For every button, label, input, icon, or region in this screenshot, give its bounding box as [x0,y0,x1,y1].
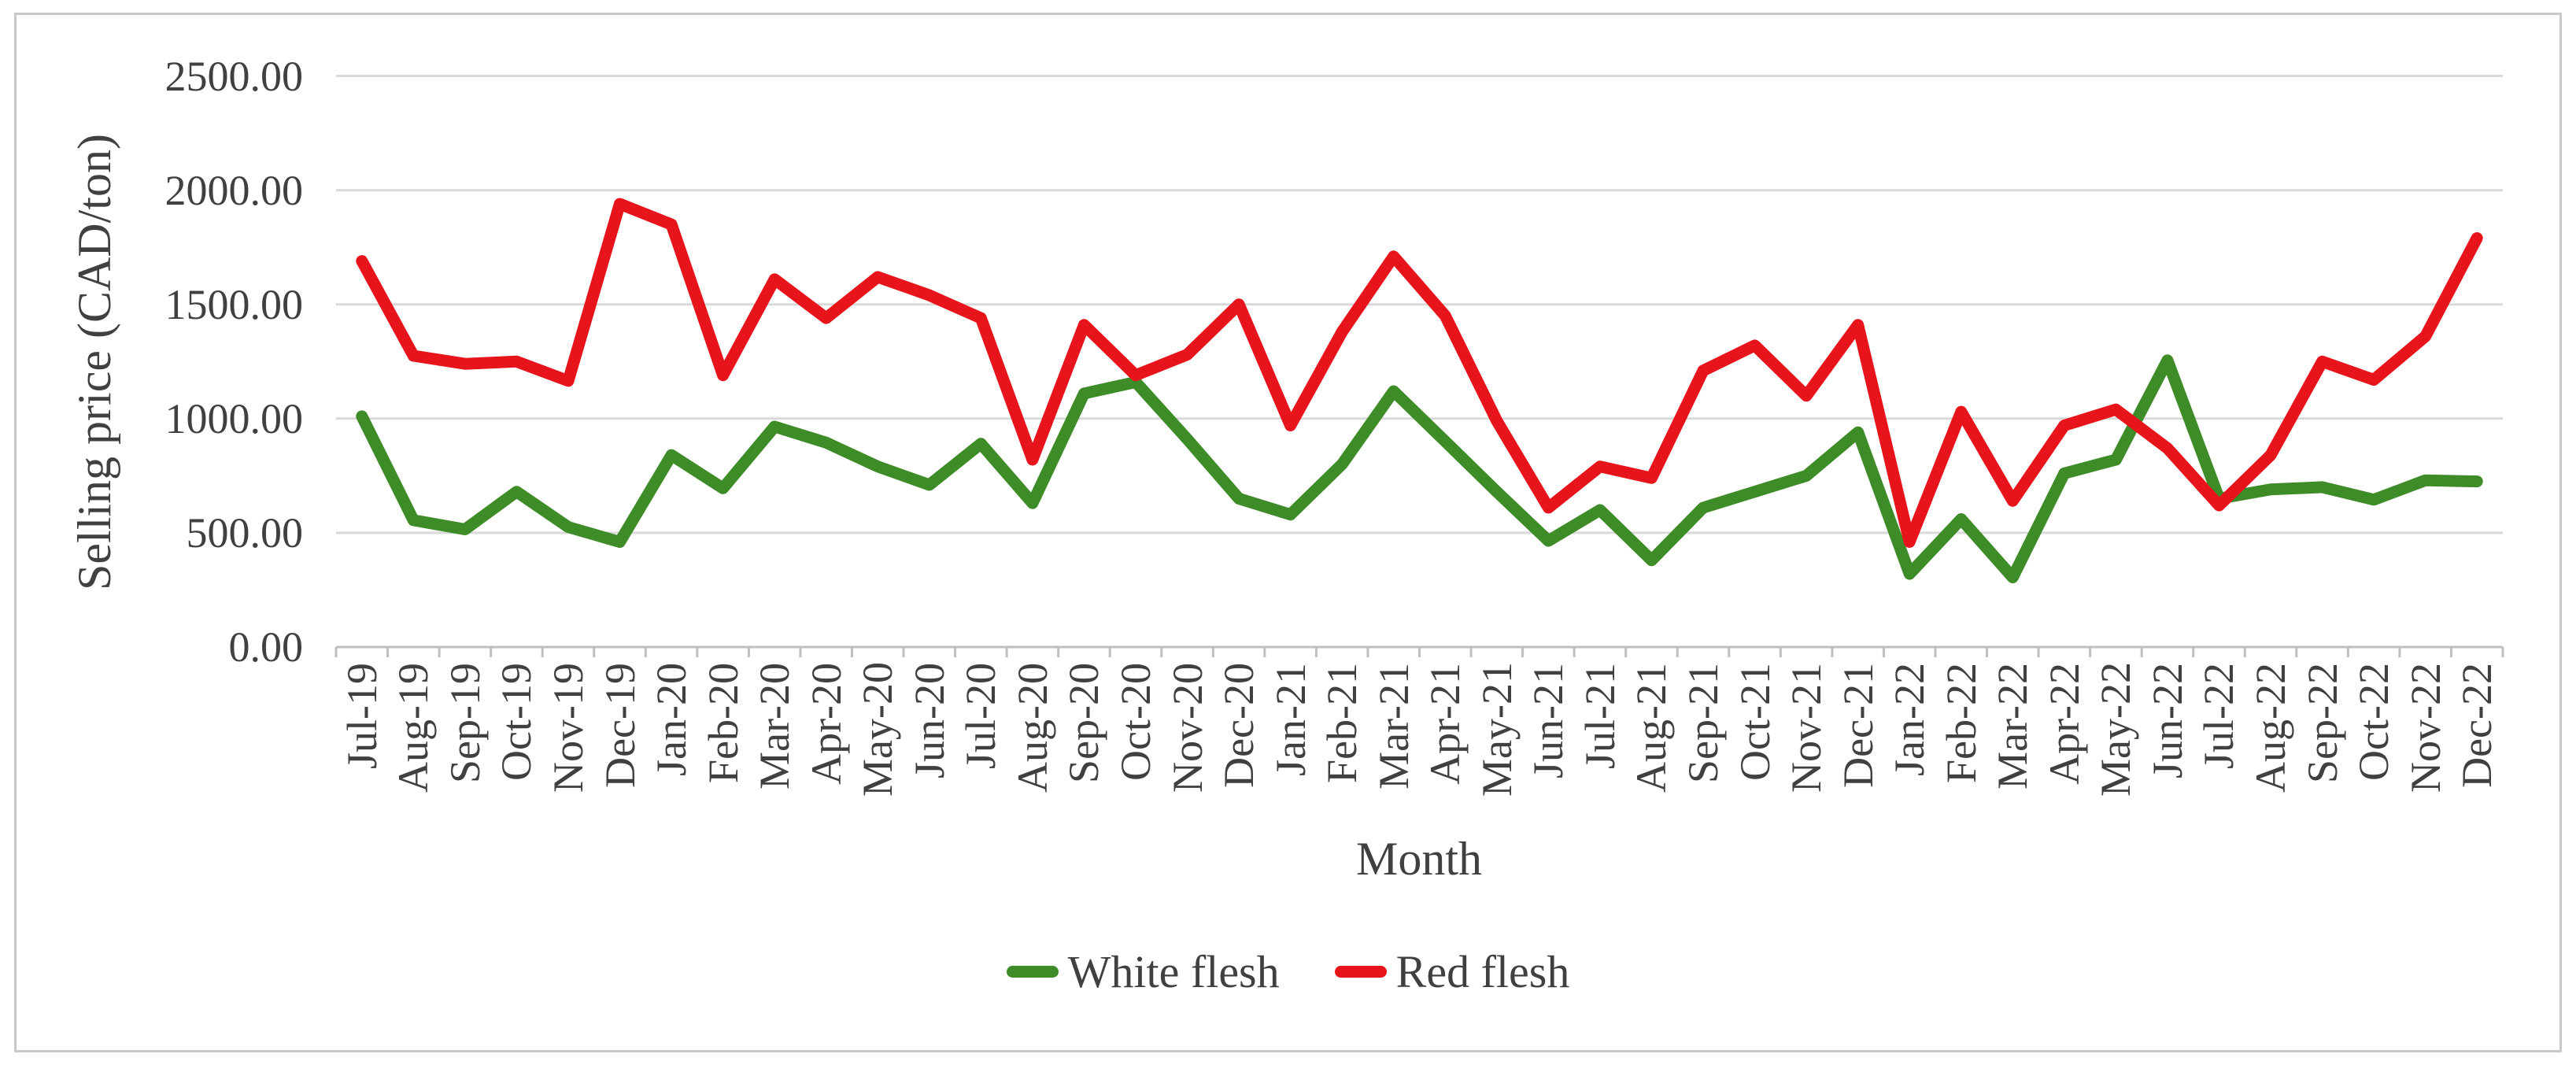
x-tick-label: Feb-21 [1318,663,1366,783]
y-tick-label: 0.00 [228,623,304,671]
legend-item-red-flesh: Red flesh [1334,945,1570,998]
x-tick-label: Jan-20 [648,663,696,776]
legend-label: Red flesh [1395,945,1570,997]
x-tick-label: Jun-22 [2143,663,2191,778]
y-tick-label: 1000.00 [164,394,304,442]
legend: White flesh Red flesh [17,938,2559,1004]
legend-item-white-flesh: White flesh [1006,945,1280,998]
x-tick-label: Oct-20 [1111,663,1159,781]
x-tick-label: Jun-21 [1525,663,1573,778]
x-tick-label: Aug-19 [390,663,438,793]
x-tick-label: Jan-22 [1886,663,1934,776]
x-tick-label: Jul-21 [1576,663,1624,769]
x-tick-label: Sep-21 [1680,663,1727,783]
series-line-white-flesh [356,354,2483,583]
x-tick-label: Jul-22 [2195,663,2243,769]
x-tick-label: Nov-19 [544,663,592,793]
x-tick-label: Dec-19 [596,663,644,788]
x-tick-label: Mar-20 [751,663,799,790]
x-tick-label: Mar-21 [1369,663,1417,790]
x-tick-label: Jan-21 [1266,663,1314,776]
y-tick-label: 500.00 [186,508,304,557]
y-tick-label: 2000.00 [164,166,304,214]
x-tick-label: May-22 [2092,662,2140,797]
x-tick-label: Aug-21 [1628,663,1676,793]
x-tick-label: Oct-22 [2350,663,2398,781]
x-tick-label: Mar-22 [1989,663,2037,790]
x-tick-label: Feb-20 [699,663,747,783]
y-tick-label: 1500.00 [164,280,304,328]
x-tick-label: Dec-21 [1834,663,1882,788]
x-tick-label: Dec-20 [1215,663,1263,788]
x-tick-label: Oct-21 [1731,663,1779,781]
y-tick-label: 2500.00 [164,52,304,100]
legend-label: White flesh [1067,945,1280,997]
legend-line-swatch-icon [1006,965,1059,978]
x-tick-label: Sep-19 [441,663,489,783]
series-line-red-flesh [356,198,2483,548]
x-tick-label: Feb-22 [1937,663,1985,783]
legend-line-swatch-icon [1334,965,1387,978]
x-tick-label: Sep-22 [2298,663,2346,783]
x-tick-label: Sep-20 [1060,663,1108,783]
x-tick-label: Oct-19 [493,663,541,781]
x-tick-label: Apr-21 [1421,663,1469,785]
x-tick-label: Aug-22 [2247,663,2295,793]
x-tick-label: Apr-20 [802,663,850,785]
x-tick-label: Nov-21 [1783,663,1831,793]
x-tick-label: May-21 [1473,662,1521,797]
x-axis-title: Month [1355,833,1483,885]
x-tick-label: Jun-20 [905,663,953,778]
y-axis-title: Selling price (CAD/ton) [68,134,120,590]
x-tick-label: Nov-22 [2401,663,2449,793]
x-tick-label: Aug-20 [1008,663,1056,793]
x-tick-label: Jul-19 [338,663,386,769]
x-tick-label: Apr-22 [2040,663,2088,785]
x-tick-label: May-20 [854,662,902,797]
x-axis [334,645,2504,657]
x-tick-label: Jul-20 [957,663,1005,769]
x-tick-label: Nov-20 [1163,663,1211,793]
x-tick-label: Dec-22 [2453,663,2501,788]
